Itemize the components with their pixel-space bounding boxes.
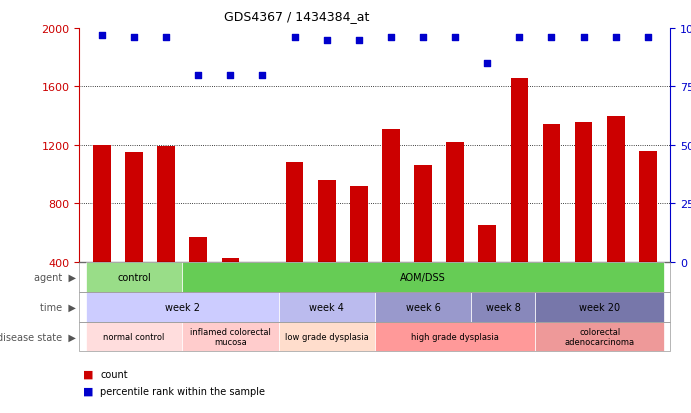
Text: week 4: week 4 — [310, 302, 344, 312]
Point — [193, 72, 204, 79]
Text: inflamed colorectal
mucosa: inflamed colorectal mucosa — [190, 327, 271, 346]
Text: low grade dysplasia: low grade dysplasia — [285, 332, 368, 341]
Text: week 2: week 2 — [164, 302, 200, 312]
Bar — [254, 262, 272, 264]
Point — [386, 35, 397, 42]
Text: count: count — [100, 369, 128, 379]
Bar — [511, 78, 528, 262]
Text: week 6: week 6 — [406, 302, 440, 312]
Bar — [607, 116, 625, 262]
Point — [353, 37, 364, 44]
Text: ■: ■ — [83, 386, 93, 396]
Text: GDS4367 / 1434384_at: GDS4367 / 1434384_at — [225, 10, 370, 23]
Bar — [382, 130, 400, 262]
Text: control: control — [117, 272, 151, 282]
Bar — [189, 237, 207, 262]
Text: agent  ▶: agent ▶ — [34, 272, 76, 282]
Bar — [542, 125, 560, 262]
Bar — [446, 142, 464, 262]
Point — [417, 35, 428, 42]
Point — [129, 35, 140, 42]
Point — [546, 35, 557, 42]
Bar — [350, 186, 368, 262]
Point — [482, 61, 493, 67]
Point — [610, 35, 621, 42]
Text: high grade dysplasia: high grade dysplasia — [411, 332, 499, 341]
Point — [257, 72, 268, 79]
Point — [225, 72, 236, 79]
Point — [97, 33, 108, 39]
Point — [160, 35, 171, 42]
Point — [514, 35, 525, 42]
Bar — [414, 166, 432, 262]
Point — [642, 35, 653, 42]
Point — [289, 35, 300, 42]
Point — [578, 35, 589, 42]
Bar — [639, 152, 656, 262]
Bar — [93, 146, 111, 262]
Text: percentile rank within the sample: percentile rank within the sample — [100, 386, 265, 396]
Text: week 8: week 8 — [486, 302, 521, 312]
Text: time  ▶: time ▶ — [40, 302, 76, 312]
Bar — [575, 122, 592, 262]
Text: AOM/DSS: AOM/DSS — [400, 272, 446, 282]
Text: colorectal
adenocarcinoma: colorectal adenocarcinoma — [565, 327, 635, 346]
Text: ■: ■ — [83, 369, 93, 379]
Point — [450, 35, 461, 42]
Bar — [286, 163, 303, 262]
Text: week 20: week 20 — [579, 302, 621, 312]
Bar — [125, 153, 143, 262]
Bar — [158, 147, 175, 262]
Bar — [318, 180, 336, 262]
Point — [321, 37, 332, 44]
Bar — [478, 226, 496, 262]
Text: normal control: normal control — [104, 332, 164, 341]
Text: disease state  ▶: disease state ▶ — [0, 332, 76, 342]
Bar — [222, 258, 239, 262]
